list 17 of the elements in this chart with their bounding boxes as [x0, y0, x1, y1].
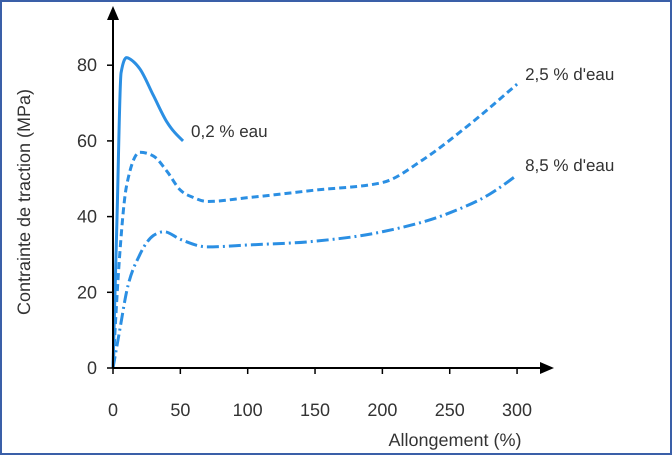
- x-tick-label: 100: [232, 400, 263, 420]
- series-label: 2,5 % d'eau: [525, 65, 614, 84]
- series-label: 8,5 % d'eau: [525, 156, 614, 175]
- y-tick-label: 20: [76, 282, 97, 302]
- x-tick-label: 300: [502, 400, 532, 420]
- x-tick-label: 50: [170, 400, 190, 420]
- x-tick-label: 0: [108, 400, 118, 420]
- x-axis-title: Allongement (%): [388, 430, 522, 450]
- x-tick-label: 200: [367, 400, 398, 420]
- x-tick-label: 250: [434, 400, 465, 420]
- y-axis-title: Contrainte de traction (MPa): [14, 88, 34, 316]
- y-tick-label: 60: [76, 130, 97, 151]
- x-tick-label: 150: [300, 400, 330, 420]
- y-tick-label: 40: [76, 206, 97, 227]
- y-tick-label: 80: [76, 55, 97, 76]
- series-label: 0,2 % eau: [191, 122, 268, 141]
- y-tick-label: 0: [86, 358, 97, 378]
